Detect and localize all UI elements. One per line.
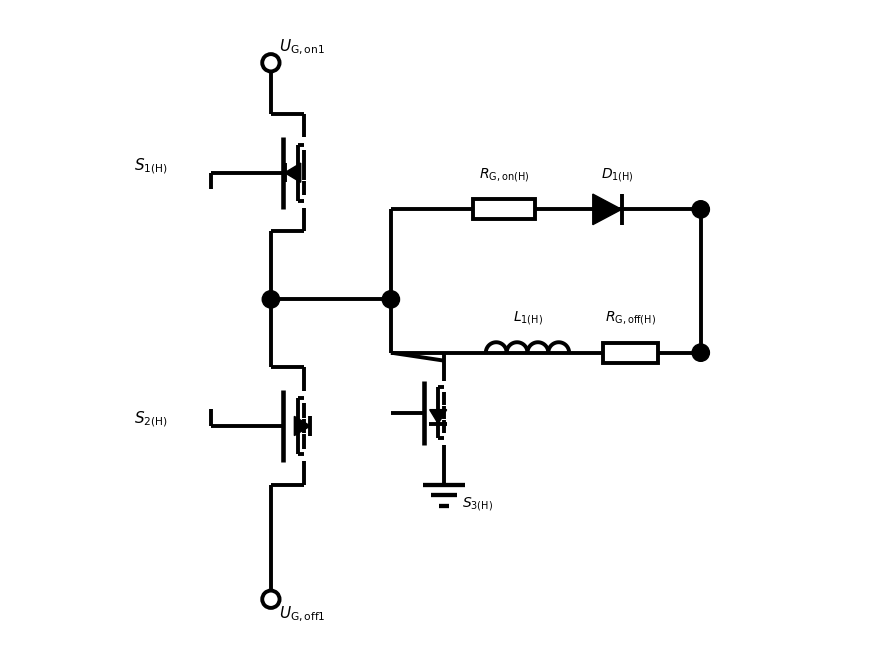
- Polygon shape: [294, 417, 310, 435]
- Bar: [473, 200, 535, 219]
- Circle shape: [691, 201, 709, 218]
- Circle shape: [382, 291, 399, 308]
- Circle shape: [691, 344, 709, 362]
- Polygon shape: [592, 194, 620, 224]
- Circle shape: [262, 591, 279, 608]
- Polygon shape: [429, 410, 446, 423]
- Text: $U_{\rm G,off1}$: $U_{\rm G,off1}$: [279, 605, 325, 624]
- Bar: [603, 343, 657, 363]
- Circle shape: [262, 291, 279, 308]
- Circle shape: [262, 54, 279, 71]
- Text: $S_{3({\rm H})}$: $S_{3({\rm H})}$: [461, 495, 493, 513]
- Text: $L_{1({\rm H})}$: $L_{1({\rm H})}$: [512, 309, 542, 327]
- Text: $S_{1({\rm H})}$: $S_{1({\rm H})}$: [134, 157, 168, 176]
- Polygon shape: [284, 163, 300, 182]
- Text: $R_{{\rm G,off(H)}}$: $R_{{\rm G,off(H)}}$: [604, 309, 655, 327]
- Text: $U_{\rm G,on1}$: $U_{\rm G,on1}$: [279, 38, 325, 57]
- Text: $S_{2({\rm H})}$: $S_{2({\rm H})}$: [134, 409, 168, 429]
- Text: $D_{1({\rm H})}$: $D_{1({\rm H})}$: [601, 166, 633, 184]
- Text: $R_{{\rm G,on(H)}}$: $R_{{\rm G,on(H)}}$: [478, 166, 528, 184]
